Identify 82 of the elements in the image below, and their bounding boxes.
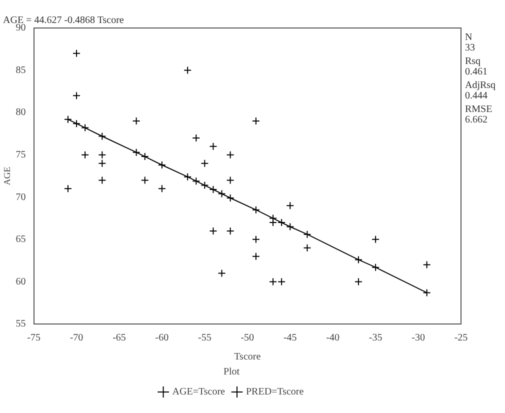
point <box>354 278 362 286</box>
point <box>209 226 218 235</box>
point <box>286 202 294 210</box>
x-tick-label: -40 <box>326 332 340 344</box>
point <box>98 150 106 159</box>
point <box>209 142 218 150</box>
point <box>140 152 149 161</box>
point <box>192 177 200 186</box>
legend-title: Plot <box>223 366 240 378</box>
y-tick-label: 75 <box>16 149 26 160</box>
y-tick-label: 90 <box>16 22 26 34</box>
legend-label: AGE=Tscore <box>172 386 226 398</box>
point <box>98 176 106 184</box>
point <box>218 269 226 278</box>
point <box>303 230 312 238</box>
y-axis-title: AGE <box>2 166 12 186</box>
point <box>72 49 81 58</box>
x-tick-label: -45 <box>283 332 297 344</box>
y-tick-label: 60 <box>16 276 26 288</box>
point <box>269 218 278 227</box>
text: 0.444 <box>465 90 488 102</box>
x-tick-label: -50 <box>240 332 254 344</box>
point <box>226 226 234 235</box>
point <box>184 66 192 74</box>
point <box>72 120 81 128</box>
x-axis-title: Tscore <box>234 352 262 363</box>
y-tick-label: 85 <box>16 64 26 76</box>
point <box>200 159 209 168</box>
x-tick-label: -25 <box>454 332 468 344</box>
point <box>226 176 234 184</box>
point <box>372 263 380 272</box>
point <box>422 260 431 269</box>
point <box>372 235 380 244</box>
point <box>192 134 200 142</box>
point <box>98 159 106 168</box>
legend-label: PRED=Tscore <box>246 386 304 398</box>
point <box>140 176 149 184</box>
x-tick-label: -35 <box>368 332 382 344</box>
point <box>64 184 72 193</box>
text: Rsq <box>465 56 481 67</box>
point <box>278 218 286 227</box>
x-tick-label: -70 <box>70 332 84 344</box>
point <box>81 150 90 159</box>
point <box>422 288 431 297</box>
y-tick-label: 55 <box>16 318 26 330</box>
point <box>269 278 278 286</box>
y-tick-label: 80 <box>16 107 26 118</box>
point <box>64 115 72 124</box>
y-tick-label: 70 <box>16 192 26 203</box>
point <box>286 222 294 231</box>
point <box>226 150 234 159</box>
point <box>132 148 140 156</box>
point <box>209 186 218 194</box>
x-tick-label: -65 <box>112 332 126 344</box>
point <box>252 252 260 260</box>
text: N <box>465 32 472 43</box>
text: 33 <box>465 42 475 54</box>
text: AdjRsq <box>465 80 496 91</box>
point <box>303 244 312 252</box>
point <box>184 172 192 181</box>
text: 0.461 <box>465 66 488 78</box>
point <box>252 117 260 126</box>
point <box>72 92 81 100</box>
point <box>218 190 226 198</box>
point <box>226 194 234 202</box>
point <box>98 132 106 140</box>
x-tick-label: -30 <box>412 332 425 344</box>
point <box>158 184 166 193</box>
point <box>200 181 209 190</box>
x-tick-label: -55 <box>198 332 212 344</box>
y-tick-label: 65 <box>16 234 26 246</box>
point <box>158 161 166 170</box>
point <box>354 256 362 264</box>
text: RMSE <box>465 104 492 115</box>
point <box>132 117 140 126</box>
point <box>278 278 286 286</box>
point <box>252 206 260 214</box>
x-tick-label: -60 <box>155 332 169 344</box>
x-tick-label: -75 <box>27 332 40 344</box>
point <box>252 235 260 244</box>
point <box>81 124 90 132</box>
text: 6.662 <box>465 114 488 126</box>
